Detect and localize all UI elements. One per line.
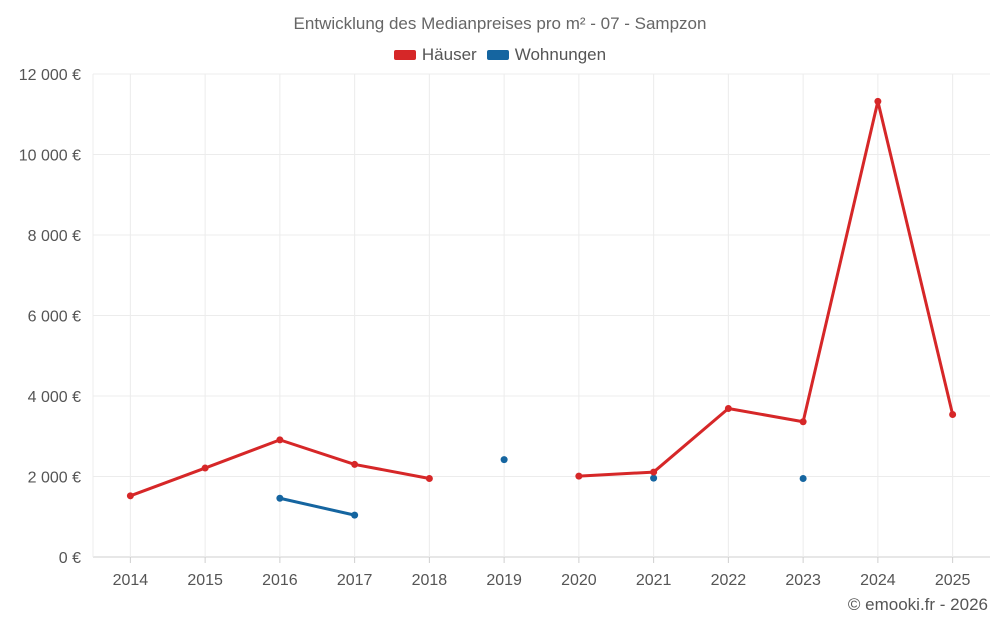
data-point-haeuser-2021 (650, 468, 658, 476)
y-tick-label: 4 000 € (28, 389, 81, 406)
credit-text: © emooki.fr - 2026 (847, 595, 988, 614)
data-point-haeuser-2014 (126, 492, 134, 500)
x-tick-label: 2025 (935, 572, 971, 589)
data-point-haeuser-2023 (799, 418, 807, 426)
data-point-wohnungen-2017 (351, 511, 359, 519)
data-point-wohnungen-2016 (276, 494, 284, 502)
data-point-haeuser-2022 (724, 404, 732, 412)
data-point-haeuser-2018 (425, 475, 433, 483)
x-tick-label: 2017 (337, 572, 373, 589)
data-point-haeuser-2017 (351, 460, 359, 468)
x-tick-label: 2015 (187, 572, 223, 589)
data-point-haeuser-2015 (201, 464, 209, 472)
x-tick-label: 2014 (113, 572, 149, 589)
x-tick-label: 2019 (486, 572, 522, 589)
legend-swatch-wohnungen (486, 50, 509, 60)
y-tick-label: 2 000 € (28, 470, 81, 487)
legend-label-wohnungen: Wohnungen (514, 45, 607, 64)
x-tick-label: 2022 (711, 572, 747, 589)
legend-swatch-haeuser (393, 50, 416, 60)
legend-label-haeuser: Häuser (421, 45, 477, 64)
x-tick-label: 2023 (785, 572, 821, 589)
data-point-haeuser-2024 (874, 97, 882, 105)
y-tick-label: 10 000 € (19, 148, 81, 165)
x-tick-label: 2021 (636, 572, 672, 589)
x-tick-label: 2024 (860, 572, 896, 589)
x-tick-label: 2018 (412, 572, 448, 589)
data-point-haeuser-2020 (575, 472, 583, 480)
legend-item-haeuser[interactable]: Häuser (393, 45, 477, 65)
data-point-wohnungen-2023 (799, 475, 807, 483)
legend-item-wohnungen[interactable]: Wohnungen (486, 45, 607, 65)
legend: Häuser Wohnungen (0, 45, 1000, 65)
series-line-wohnungen (279, 496, 355, 517)
data-point-haeuser-2025 (949, 411, 957, 419)
data-point-haeuser-2016 (276, 436, 284, 444)
y-tick-label: 8 000 € (28, 228, 81, 245)
y-tick-label: 0 € (59, 550, 81, 567)
y-tick-label: 12 000 € (19, 67, 81, 84)
series-line-haeuser (578, 99, 955, 478)
data-point-wohnungen-2021 (650, 474, 658, 482)
data-point-wohnungen-2019 (500, 456, 508, 464)
x-tick-label: 2016 (262, 572, 298, 589)
chart-title: Entwicklung des Medianpreises pro m² - 0… (293, 14, 707, 33)
x-tick-label: 2020 (561, 572, 597, 589)
y-tick-label: 6 000 € (28, 309, 81, 326)
